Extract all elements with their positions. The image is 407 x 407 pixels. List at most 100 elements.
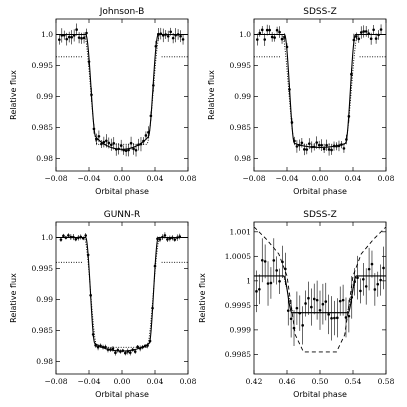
y-axis-label: Relative flux (9, 273, 18, 323)
data-point (369, 37, 373, 41)
data-point (255, 38, 259, 41)
data-point (304, 302, 307, 305)
data-point (327, 313, 330, 316)
dashed-model-curve (254, 226, 386, 353)
data-point (258, 287, 261, 291)
y-tick-label: 1.0 (41, 233, 53, 242)
data-point (166, 34, 170, 38)
data-point (300, 141, 304, 145)
data-point (295, 306, 299, 310)
data-point (320, 143, 323, 147)
data-point (114, 351, 117, 355)
data-point (359, 31, 363, 34)
data-point (330, 316, 333, 320)
data-point (367, 267, 371, 271)
data-point (166, 238, 169, 241)
data-point (75, 28, 78, 31)
data-point (104, 345, 107, 349)
data-point (173, 238, 177, 241)
x-tick-label: 0.08 (378, 174, 395, 183)
data-point (260, 28, 264, 32)
data-point (119, 144, 123, 147)
y-tick-label: 0.985 (230, 123, 252, 132)
data-point (362, 277, 365, 281)
data-point (292, 326, 296, 330)
x-tick-label: −0.08 (45, 174, 68, 183)
data-point (260, 258, 264, 262)
y-tick-label: 1 (246, 276, 251, 285)
data-point (278, 30, 281, 34)
data-point (85, 31, 88, 35)
panel-title: Johnson-B (99, 7, 145, 17)
data-point (74, 237, 78, 241)
x-axis-label: Orbital phase (293, 187, 347, 196)
data-point (322, 147, 326, 151)
data-point (269, 281, 273, 285)
x-axis-label: Orbital phase (95, 187, 149, 196)
panel-title: GUNN-R (104, 210, 141, 220)
data-point (82, 36, 86, 40)
y-tick-label: 1.0 (41, 30, 53, 39)
data-point (258, 31, 262, 35)
data-point (77, 36, 81, 39)
panel-johnson-b: Johnson-B Orbital phase Relative flux −0… (9, 7, 197, 196)
x-tick-label: 0.50 (312, 377, 329, 386)
y-tick-label: 1.001 (230, 227, 251, 236)
data-point (310, 305, 313, 309)
x-tick-label: 0.08 (180, 377, 197, 386)
data-point (70, 35, 73, 39)
y-tick-label: 0.98 (36, 357, 53, 366)
y-tick-label: 0.99 (36, 92, 53, 101)
data-point (134, 148, 138, 152)
x-tick-label: −0.08 (243, 174, 266, 183)
data-point (129, 141, 133, 145)
data-point (133, 350, 137, 353)
data-point (124, 149, 128, 153)
data-point (278, 280, 281, 283)
data-point (286, 309, 290, 312)
data-point (373, 288, 377, 291)
data-point (263, 260, 267, 263)
data-point (382, 266, 385, 270)
x-tick-label: 0.00 (114, 174, 131, 183)
data-point (315, 141, 319, 144)
data-point (362, 30, 366, 33)
data-point (275, 28, 279, 32)
data-point (112, 141, 116, 145)
y-tick-label: 0.995 (230, 61, 252, 70)
panel-sdss-z-eclipse: SDSS-Z Orbital phase Relative flux 0.42 0… (198, 210, 395, 399)
data-point (321, 302, 325, 306)
y-tick-label: 1.0005 (225, 252, 251, 261)
data-point (303, 148, 306, 151)
data-point (338, 299, 342, 303)
data-point (347, 314, 351, 318)
data-point (317, 143, 321, 147)
x-tick-label: 0.46 (279, 377, 296, 386)
panel-title: SDSS-Z (303, 7, 336, 17)
data-point (336, 316, 339, 320)
data-point (356, 276, 359, 280)
panel-title: SDSS-Z (303, 210, 336, 220)
y-tick-label: 0.9995 (225, 301, 251, 310)
data-point (67, 234, 70, 237)
y-tick-label: 0.995 (32, 264, 54, 273)
data-point (124, 351, 127, 355)
best-fit-model-curve (56, 33, 188, 150)
x-tick-label: 0.54 (345, 377, 362, 386)
x-tick-label: 0.42 (246, 377, 263, 386)
y-axis-label: Relative flux (198, 273, 207, 323)
data-point (62, 234, 65, 238)
axes-frame (253, 18, 387, 172)
data-point (372, 28, 375, 32)
data-point (325, 143, 328, 147)
data-point (301, 324, 304, 327)
y-axis-label: Relative flux (207, 70, 216, 120)
data-point (357, 37, 361, 41)
data-point (359, 289, 362, 293)
data-point (327, 148, 331, 151)
x-axis-label: Orbital phase (95, 390, 149, 399)
data-point (305, 148, 309, 151)
x-axis-label: Orbital phase (293, 390, 347, 399)
data-point (158, 238, 162, 241)
data-point (324, 300, 328, 303)
